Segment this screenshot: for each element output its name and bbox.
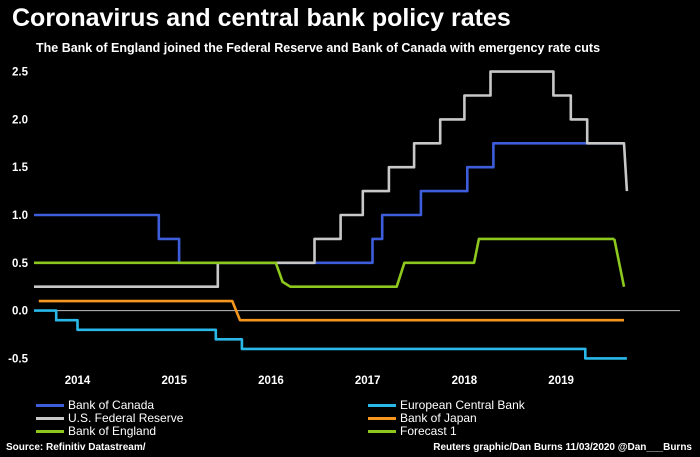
legend-label-bank-of-england: Bank of England — [68, 424, 157, 438]
legend-label-bank-of-japan: Bank of Japan — [400, 411, 477, 425]
series-line-bank-of-japan — [38, 299, 624, 322]
y-tick-label: 1.0 — [12, 210, 28, 222]
y-tick-label: 0.0 — [12, 306, 28, 318]
chart-title: Coronavirus and central bank policy rate… — [12, 4, 511, 32]
x-tick-label: 2019 — [548, 375, 574, 387]
legend-swatch-bank-of-japan — [368, 417, 396, 420]
legend-label-us-federal-reserve: U.S. Federal Reserve — [68, 411, 184, 425]
x-tick-label: 2015 — [161, 375, 187, 387]
y-tick-label: 2.0 — [12, 114, 28, 126]
legend-label-forecast-1: Forecast 1 — [400, 424, 457, 438]
series-line-forecast-1 — [613, 238, 626, 287]
y-tick-label: -0.5 — [8, 353, 28, 365]
x-tick-label: 2014 — [65, 375, 91, 387]
y-tick-label: 1.5 — [12, 162, 29, 174]
legend-swatch-european-central-bank — [368, 404, 396, 407]
legend-swatch-forecast-1 — [368, 430, 396, 433]
y-tick-label: 0.5 — [12, 258, 29, 270]
legend-label-bank-of-canada: Bank of Canada — [68, 398, 155, 412]
legend-swatch-bank-of-canada — [36, 404, 64, 407]
series-line-bank-of-england — [34, 237, 615, 288]
legend-swatch-us-federal-reserve — [36, 417, 64, 420]
x-tick-label: 2018 — [452, 375, 478, 387]
series-line-european-central-bank — [34, 309, 627, 360]
credit-note: Reuters graphic/Dan Burns 11/03/2020 @Da… — [433, 442, 692, 453]
legend-label-european-central-bank: European Central Bank — [400, 398, 525, 412]
chart-subtitle: The Bank of England joined the Federal R… — [36, 41, 601, 55]
series-line-u-s-federal-reserve — [34, 70, 629, 288]
x-tick-label: 2017 — [355, 375, 381, 387]
y-tick-label: 2.5 — [12, 67, 29, 79]
series-line-bank-of-canada — [34, 142, 624, 265]
source-note: Source: Refinitiv Datastream/ — [6, 442, 146, 453]
x-tick-label: 2016 — [258, 375, 284, 387]
legend-swatch-bank-of-england — [36, 430, 64, 433]
